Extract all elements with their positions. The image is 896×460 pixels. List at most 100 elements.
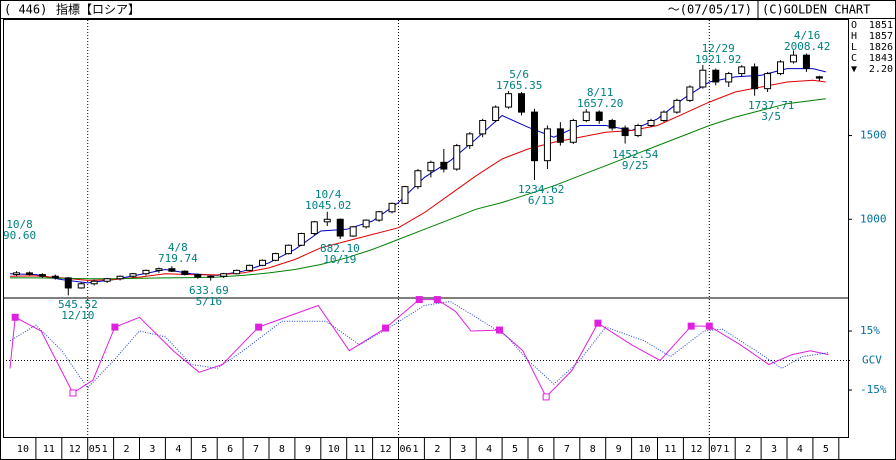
candle-body bbox=[142, 269, 150, 275]
copyright: (C)GOLDEN CHART bbox=[762, 3, 870, 17]
x-tick-label: 10 bbox=[17, 444, 29, 455]
candle-body bbox=[440, 161, 448, 170]
x-tick-label: 1 bbox=[102, 444, 108, 455]
x-tick-label: 5 bbox=[512, 444, 518, 455]
candle-body bbox=[479, 119, 487, 135]
x-tick-label: 11 bbox=[43, 444, 55, 455]
candle-body bbox=[621, 127, 629, 137]
change: 2.20 bbox=[869, 64, 893, 75]
signal-marker bbox=[255, 323, 263, 331]
x-tick-label: 11 bbox=[354, 444, 366, 455]
signal-marker bbox=[542, 393, 550, 401]
x-tick-label: 6 bbox=[227, 444, 233, 455]
candle-body bbox=[686, 86, 694, 101]
candle-body bbox=[233, 269, 241, 275]
candle-body bbox=[556, 128, 564, 143]
annotation: 1234.62 bbox=[518, 183, 564, 196]
signal-marker bbox=[11, 313, 19, 321]
candle-body bbox=[246, 264, 254, 271]
y-tick-label: 1500 bbox=[860, 129, 887, 142]
annotation: 633.69 bbox=[189, 284, 229, 297]
annotation: 1921.92 bbox=[695, 53, 741, 66]
x-tick-label: 5 bbox=[201, 444, 207, 455]
annotation: 1765.35 bbox=[496, 79, 542, 92]
candle-body bbox=[25, 272, 33, 276]
y2-tick-label: 15% bbox=[860, 324, 880, 337]
annotation: 2008.42 bbox=[784, 40, 830, 53]
candle-body bbox=[220, 273, 228, 277]
annotation: 90.60 bbox=[3, 229, 36, 242]
candle-body bbox=[466, 133, 474, 147]
candle-body bbox=[492, 106, 500, 121]
x-tick-label: 4 bbox=[486, 444, 492, 455]
x-tick-label: 4 bbox=[175, 444, 181, 455]
candle-body bbox=[712, 69, 720, 83]
annotation: 10/8 bbox=[6, 218, 33, 231]
x-tick-label: 8 bbox=[279, 444, 285, 455]
candle-body bbox=[738, 66, 746, 75]
candle-body bbox=[362, 219, 370, 228]
x-tick-label: 3 bbox=[149, 444, 155, 455]
moving-average bbox=[9, 79, 826, 281]
year-label: 05 bbox=[89, 444, 101, 455]
ohlc-h: H bbox=[851, 31, 857, 42]
candle-body bbox=[77, 283, 85, 289]
x-tick-label: 12 bbox=[690, 444, 702, 455]
x-tick-label: 1 bbox=[723, 444, 729, 455]
candle-body bbox=[673, 99, 681, 113]
annotation: 5/16 bbox=[196, 295, 223, 308]
candle-body bbox=[725, 73, 733, 83]
candle-body bbox=[297, 233, 305, 246]
candle-body bbox=[608, 119, 616, 129]
candle-body bbox=[349, 226, 357, 237]
signal-marker bbox=[594, 319, 602, 327]
y2-tick-label: -15% bbox=[860, 383, 887, 396]
signal-marker bbox=[415, 296, 423, 304]
candle-body bbox=[595, 111, 603, 121]
candle-body bbox=[634, 125, 642, 137]
candle-body bbox=[129, 273, 137, 277]
ohlc-o-value: 1851 bbox=[869, 20, 893, 31]
x-tick-label: 5 bbox=[823, 444, 829, 455]
candle-body bbox=[815, 76, 823, 79]
y2-tick-label: GCV bbox=[862, 354, 882, 367]
x-tick-label: 2 bbox=[124, 444, 130, 455]
candle-body bbox=[699, 69, 707, 88]
x-tick-label: 7 bbox=[564, 444, 570, 455]
signal-marker bbox=[433, 296, 441, 304]
x-tick-label: 3 bbox=[771, 444, 777, 455]
x-tick-label: 10 bbox=[328, 444, 340, 455]
candle-body bbox=[582, 111, 590, 121]
year-label: 07 bbox=[710, 444, 722, 455]
change-symbol: ▼ bbox=[851, 64, 857, 75]
annotation: 9/25 bbox=[622, 159, 649, 172]
candle-body bbox=[90, 280, 98, 285]
annotation: 1045.02 bbox=[305, 199, 351, 212]
candle-body bbox=[569, 119, 577, 143]
annotation: 3/5 bbox=[761, 110, 781, 123]
signal-marker bbox=[496, 326, 504, 334]
x-tick-label: 2 bbox=[745, 444, 751, 455]
x-tick-label: 7 bbox=[253, 444, 259, 455]
candle-body bbox=[38, 274, 46, 277]
ohlc-h-value: 1857 bbox=[869, 31, 893, 42]
candle-body bbox=[375, 211, 383, 221]
ohlc-c-value: 1843 bbox=[869, 53, 893, 64]
candle-body bbox=[777, 61, 785, 75]
candle-body bbox=[271, 253, 279, 261]
candle-body bbox=[518, 93, 526, 113]
signal-marker bbox=[382, 324, 390, 332]
ohlc-o: O bbox=[851, 20, 857, 31]
x-tick-label: 2 bbox=[434, 444, 440, 455]
candle-body bbox=[168, 268, 176, 272]
candle-body bbox=[453, 145, 461, 170]
title: 指標【ロシア】 bbox=[56, 2, 140, 17]
candle-body bbox=[660, 111, 668, 121]
x-tick-label: 12 bbox=[69, 444, 81, 455]
annotation: 10/19 bbox=[323, 253, 356, 266]
candle-body bbox=[751, 66, 759, 90]
annotation: 545.52 bbox=[58, 298, 98, 311]
signal-marker bbox=[705, 322, 713, 330]
annotation: 882.10 bbox=[320, 242, 360, 255]
